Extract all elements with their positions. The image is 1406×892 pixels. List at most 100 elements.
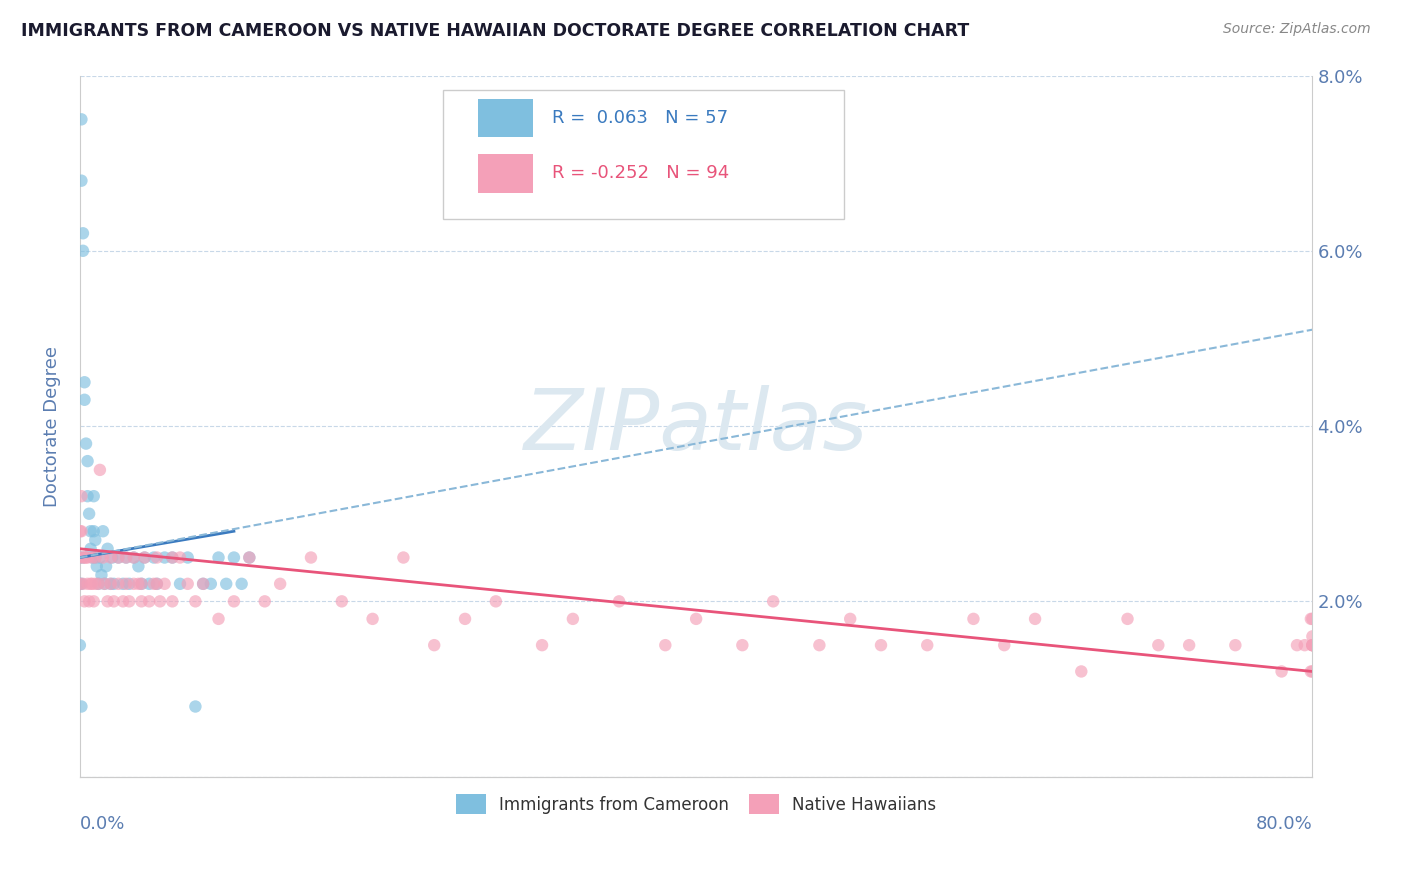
Point [1070, 665, 1092, 679]
Point [485, 594, 508, 608]
Point [97, 541, 120, 556]
Point [72, 550, 94, 565]
Point [100, 577, 122, 591]
Point [103, 577, 125, 591]
Point [222, 594, 245, 608]
Point [84, 550, 107, 565]
Point [75, 436, 97, 450]
Point [993, 638, 1015, 652]
Point [685, 612, 707, 626]
Point [762, 594, 785, 608]
Point [83, 524, 105, 539]
Point [191, 577, 214, 591]
Point [153, 577, 176, 591]
Point [89, 550, 111, 565]
Text: 80.0%: 80.0% [1256, 815, 1312, 833]
Point [423, 638, 446, 652]
Point [73, 392, 96, 407]
Point [238, 550, 260, 565]
Point [93, 577, 115, 591]
Point [70, 489, 93, 503]
Point [101, 550, 124, 565]
Point [131, 577, 153, 591]
Point [107, 550, 129, 565]
Point [200, 577, 222, 591]
Point [103, 594, 125, 608]
Point [107, 550, 129, 565]
Point [69, 550, 91, 565]
Point [89, 463, 111, 477]
Point [83, 489, 105, 503]
Point [142, 577, 165, 591]
Point [1299, 665, 1322, 679]
Point [76, 454, 98, 468]
Point [127, 559, 149, 574]
Point [77, 594, 100, 608]
Point [76, 489, 98, 503]
Point [93, 577, 115, 591]
FancyBboxPatch shape [443, 89, 844, 219]
Point [91, 550, 114, 565]
Text: R =  0.063   N = 57: R = 0.063 N = 57 [553, 109, 728, 127]
Point [1271, 665, 1294, 679]
Point [1147, 638, 1170, 652]
Text: IMMIGRANTS FROM CAMEROON VS NATIVE HAWAIIAN DOCTORATE DEGREE CORRELATION CHART: IMMIGRANTS FROM CAMEROON VS NATIVE HAWAI… [21, 22, 969, 40]
Point [70, 174, 93, 188]
Point [222, 550, 245, 565]
Point [1178, 638, 1201, 652]
Point [207, 550, 229, 565]
Point [82, 550, 104, 565]
Point [207, 612, 229, 626]
Point [122, 550, 145, 565]
Point [870, 638, 893, 652]
Point [184, 699, 207, 714]
Point [69, 577, 91, 591]
Point [1301, 638, 1323, 652]
Point [1301, 665, 1323, 679]
Point [94, 559, 117, 574]
Point [361, 612, 384, 626]
Point [238, 550, 260, 565]
Point [184, 594, 207, 608]
Point [72, 577, 94, 591]
Point [531, 638, 554, 652]
Text: ZIPatlas: ZIPatlas [524, 384, 869, 467]
Point [299, 550, 322, 565]
Point [191, 577, 214, 591]
Point [115, 550, 138, 565]
Point [454, 612, 477, 626]
Point [731, 638, 754, 652]
Point [75, 550, 97, 565]
Point [84, 533, 107, 547]
Point [84, 550, 107, 565]
Point [69, 638, 91, 652]
Point [808, 638, 831, 652]
Point [72, 227, 94, 241]
Point [122, 577, 145, 591]
Text: Source: ZipAtlas.com: Source: ZipAtlas.com [1223, 22, 1371, 37]
Point [82, 550, 104, 565]
Point [87, 577, 110, 591]
Point [169, 577, 191, 591]
Point [153, 550, 176, 565]
Point [70, 524, 93, 539]
Point [90, 568, 112, 582]
Point [111, 577, 134, 591]
Point [1299, 612, 1322, 626]
Point [1285, 638, 1308, 652]
Point [111, 594, 134, 608]
Point [962, 612, 984, 626]
Point [83, 594, 105, 608]
Point [134, 550, 156, 565]
Point [73, 376, 96, 390]
Point [1301, 638, 1323, 652]
Point [915, 638, 938, 652]
Point [86, 559, 108, 574]
Point [177, 577, 200, 591]
Point [115, 550, 138, 565]
Point [79, 577, 101, 591]
Point [118, 577, 141, 591]
Point [131, 577, 153, 591]
Point [149, 594, 172, 608]
Point [146, 577, 169, 591]
